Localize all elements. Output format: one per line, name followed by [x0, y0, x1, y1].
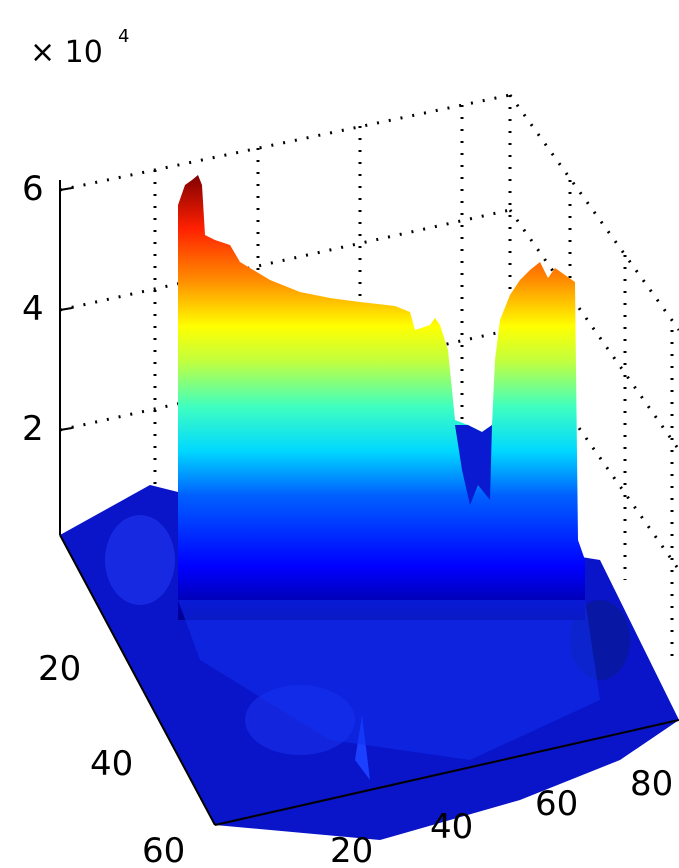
floor-axes	[59, 534, 679, 826]
y-tick-label: 60	[142, 831, 185, 868]
z-tick-label: 6	[22, 169, 44, 209]
y-tick-label: 40	[90, 744, 133, 784]
x-tick-label: 40	[430, 807, 473, 847]
multiplier-exponent: 4	[118, 26, 129, 47]
z-axis: 6 4 2	[22, 169, 73, 535]
wall-gap	[455, 425, 492, 505]
x-axis: 20 40 60 80	[330, 764, 673, 868]
axis-multiplier: × 10 4	[30, 26, 129, 70]
surface-base-band	[178, 600, 600, 760]
surface	[60, 175, 679, 840]
x-tick-label: 60	[535, 784, 578, 824]
y-tick-label: 20	[38, 649, 81, 689]
multiplier-base: × 10	[30, 35, 103, 70]
floor-bump	[105, 515, 175, 605]
x-tick-label: 80	[630, 764, 673, 804]
z-tick-label: 4	[22, 289, 44, 329]
x-tick-label: 20	[330, 831, 373, 868]
surface-wall	[178, 175, 585, 620]
y-axis: 20 40 60	[38, 649, 185, 868]
floor-spike	[355, 715, 370, 780]
z-tick-label: 2	[22, 409, 44, 449]
